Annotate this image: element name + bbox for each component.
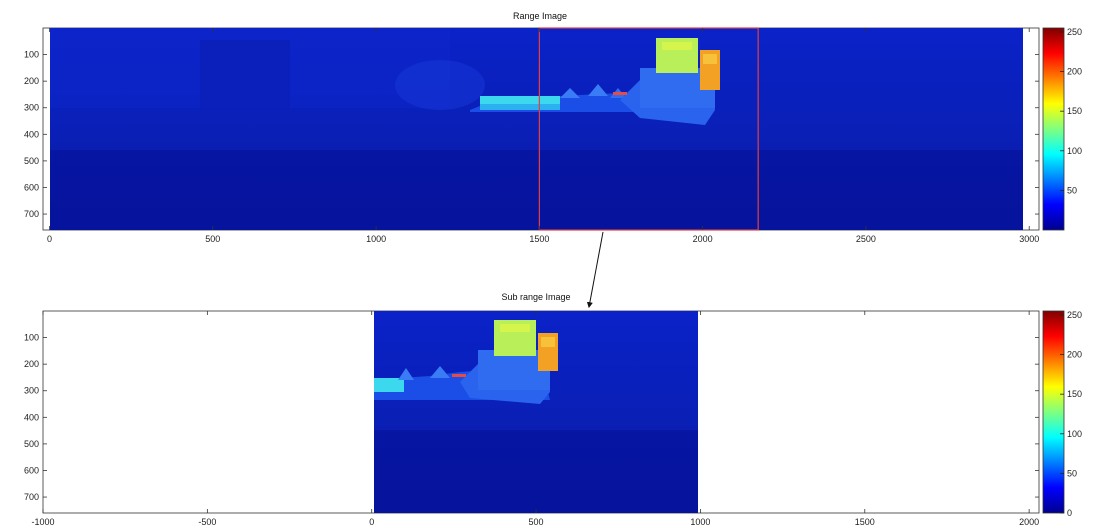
colorbar-gradient (1042, 310, 1065, 514)
sub-range-image-heatmap (374, 311, 698, 513)
colorbar-tick-label: 200 (1067, 350, 1082, 360)
colorbar-tick-label: 200 (1067, 67, 1082, 77)
selection-box (538, 27, 759, 231)
chart-title: Sub range Image (501, 292, 570, 302)
x-tick-label: 2500 (856, 234, 876, 244)
colorbar-tick-label: 100 (1067, 146, 1082, 156)
range-image-heatmap (50, 28, 1023, 230)
sub-range-image-axes: -1000 -500 0 500 1000 1500 2000 100 200 300 400 500… (24, 311, 1039, 525)
zoom-arrow (586, 231, 604, 309)
y-tick-label: 200 (24, 76, 39, 86)
x-tick-label: 1500 (855, 517, 875, 525)
colorbar-tick-label: 250 (1067, 310, 1082, 320)
colorbar-gradient (1042, 27, 1065, 231)
y-tick-label: 500 (24, 156, 39, 166)
y-tick-label: 700 (24, 492, 39, 502)
x-tick-label: 1000 (366, 234, 386, 244)
colorbar-tick-label: 250 (1067, 27, 1082, 37)
colorbar-tick-label: 0 (1067, 508, 1072, 518)
x-tick-label: 0 (47, 234, 52, 244)
x-tick-label: 1500 (529, 234, 549, 244)
x-tick-label: 3000 (1019, 234, 1039, 244)
y-tick-label: 400 (24, 412, 39, 422)
y-tick-label: 600 (24, 465, 39, 475)
colorbar-ticks: 250 200 150 100 50 (1060, 27, 1082, 195)
y-tick-label: 400 (24, 129, 39, 139)
x-tick-label: 500 (205, 234, 220, 244)
x-tick-label: 1000 (690, 517, 710, 525)
range-image-colorbar: 250 200 150 100 50 (1042, 27, 1082, 231)
y-tick-label: 500 (24, 439, 39, 449)
sub-range-image-colorbar: 250 200 150 100 50 0 (1042, 310, 1082, 518)
y-tick-label: 100 (24, 333, 39, 343)
colorbar-tick-label: 100 (1067, 429, 1082, 439)
range-image-axes: 0 500 1000 1500 2000 2500 3000 100 200 300 400 500 6… (24, 28, 1039, 244)
x-tick-label: 2000 (693, 234, 713, 244)
colorbar-tick-label: 150 (1067, 106, 1082, 116)
y-tick-label: 100 (24, 50, 39, 60)
x-tick-label: -500 (198, 517, 216, 525)
range-image-panel: Range Image (24, 11, 1040, 244)
chart-title: Range Image (513, 11, 567, 21)
y-tick-label: 700 (24, 209, 39, 219)
x-tick-label: 500 (529, 517, 544, 525)
x-tick-label: 2000 (1019, 517, 1039, 525)
x-tick-label: -1000 (31, 517, 54, 525)
colorbar-tick-label: 50 (1067, 185, 1077, 195)
sub-range-image-panel: Sub range Image -1000 -500 0 500 1000 1500 200… (24, 292, 1040, 525)
colorbar-ticks: 250 200 150 100 50 0 (1060, 310, 1082, 518)
y-tick-label: 300 (24, 386, 39, 396)
y-tick-label: 600 (24, 182, 39, 192)
x-tick-label: 0 (369, 517, 374, 525)
colorbar-tick-label: 50 (1067, 468, 1077, 478)
colorbar-tick-label: 150 (1067, 389, 1082, 399)
y-tick-label: 200 (24, 359, 39, 369)
y-tick-label: 300 (24, 103, 39, 113)
